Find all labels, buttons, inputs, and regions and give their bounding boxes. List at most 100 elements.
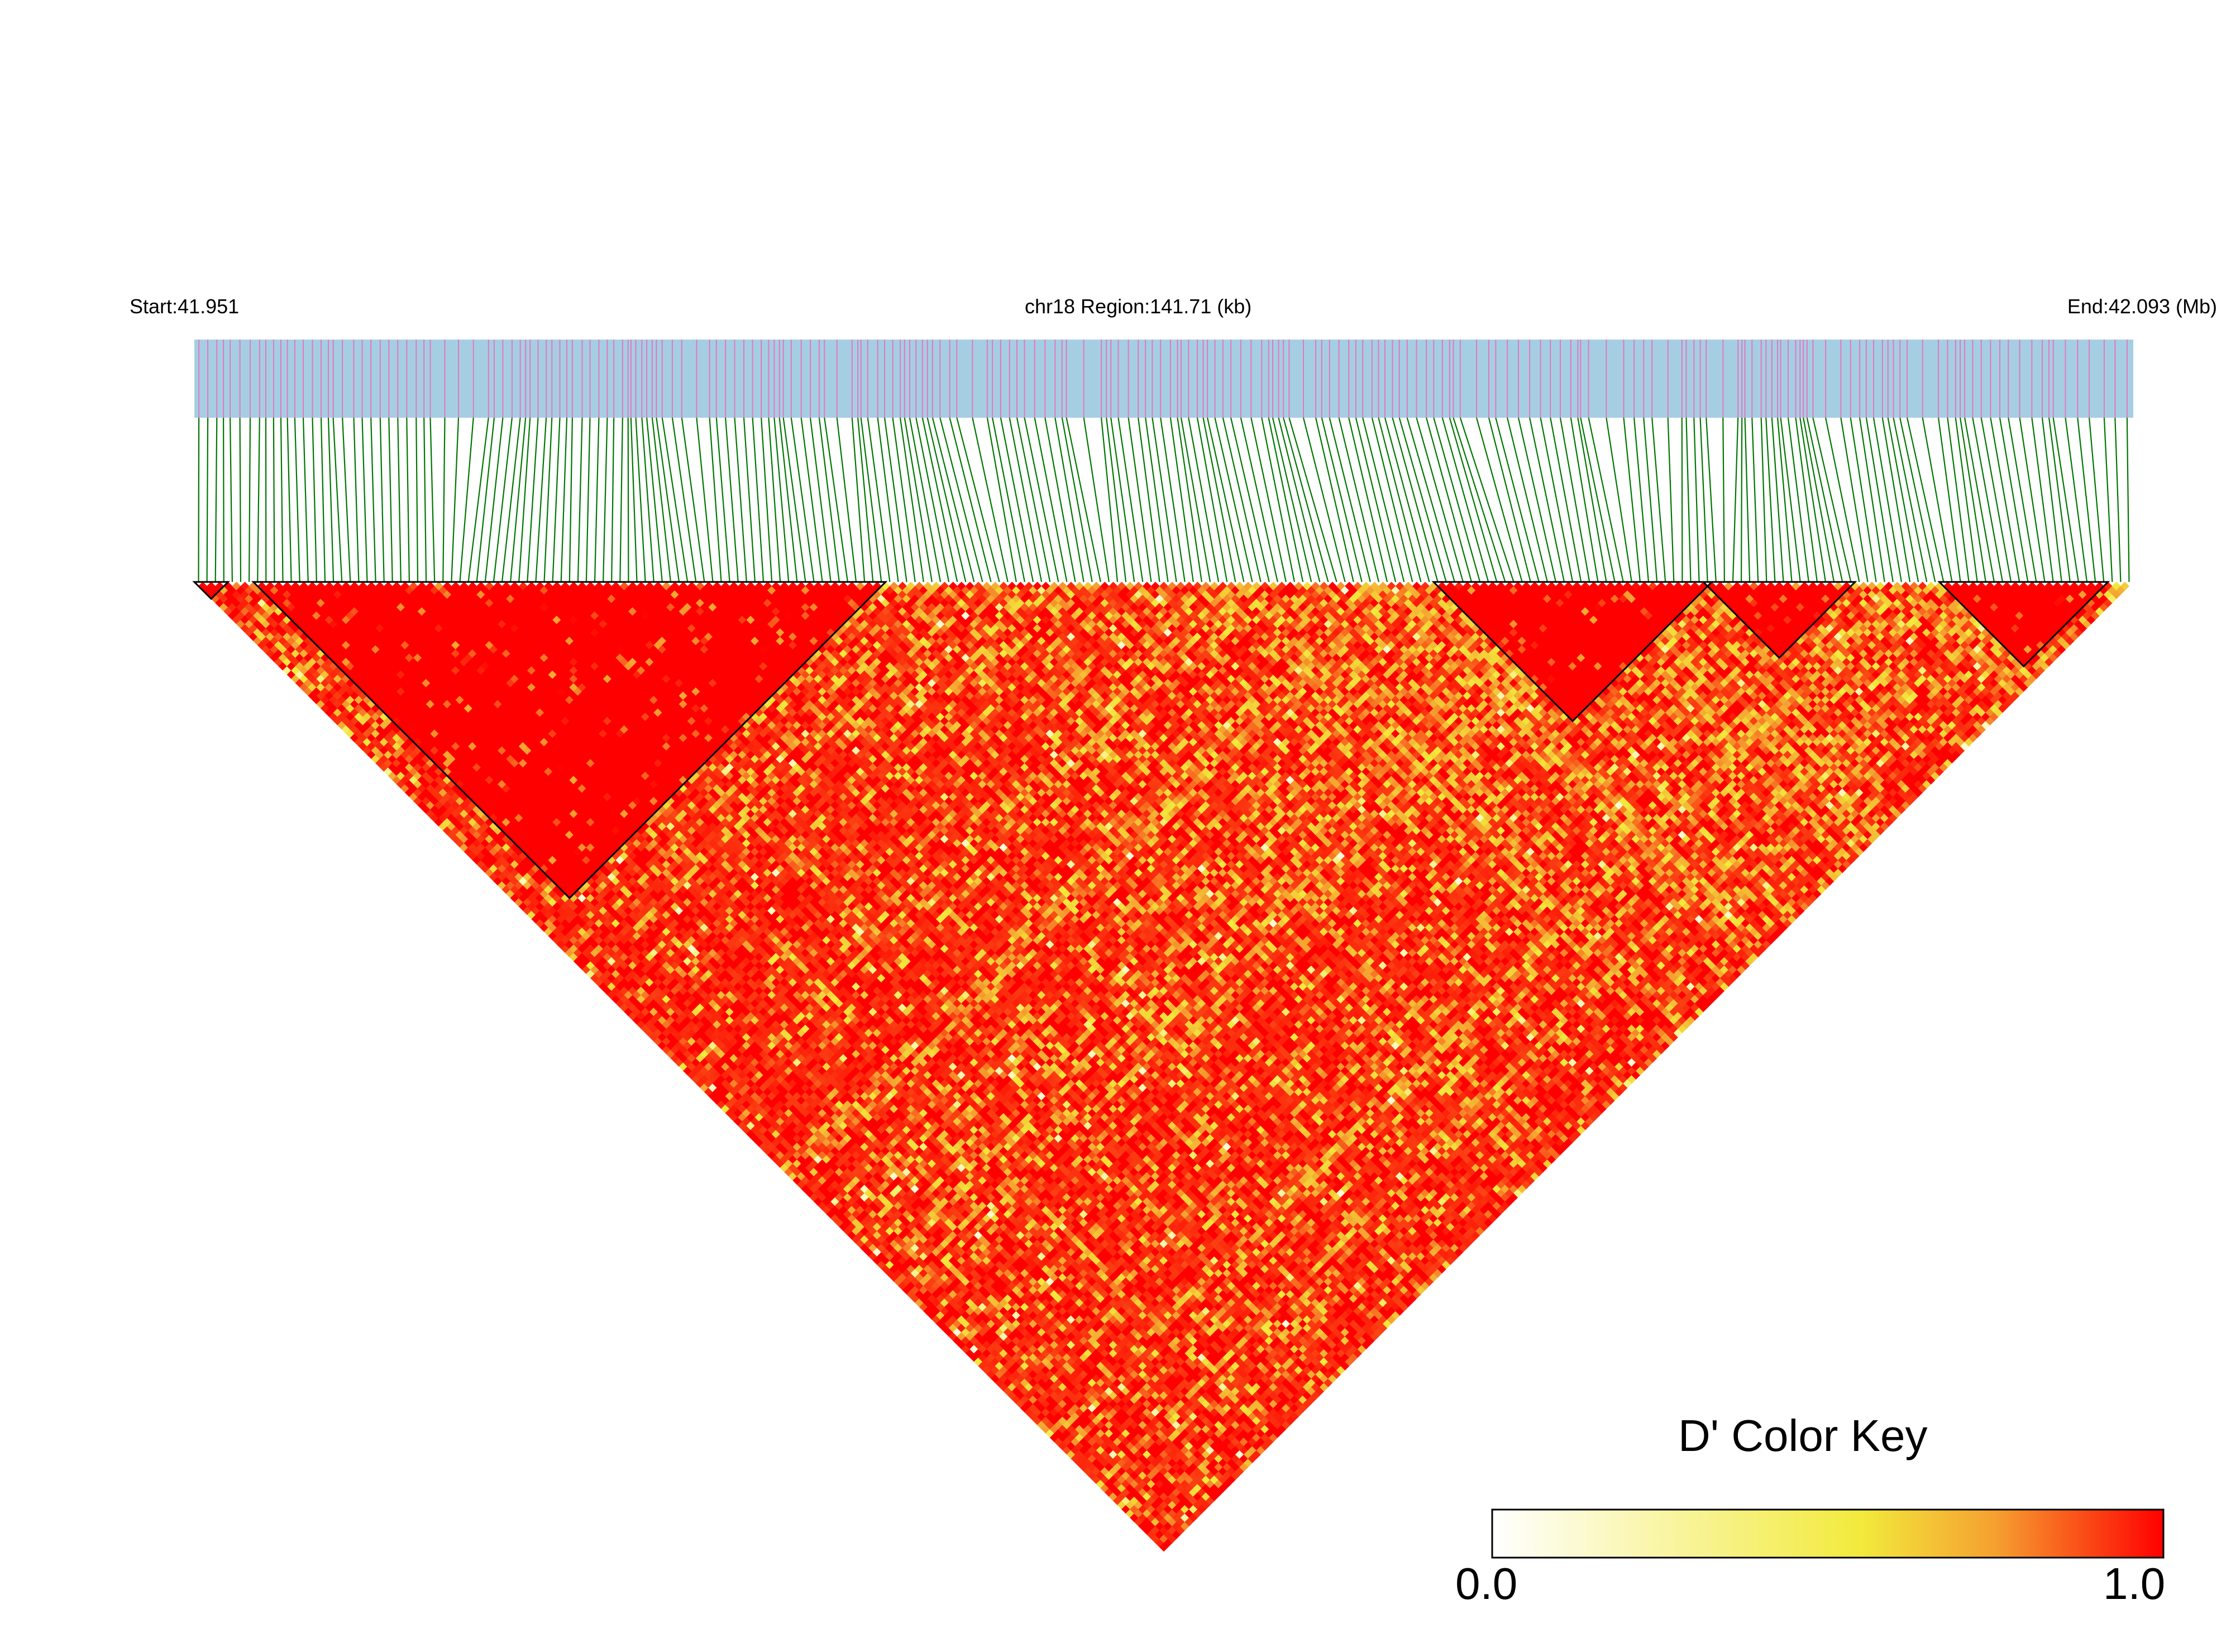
snp-connector — [1025, 418, 1059, 582]
snp-connector — [1682, 418, 1683, 582]
snp-connector — [620, 418, 623, 582]
snp-connector — [371, 418, 375, 582]
snp-connector — [1188, 418, 1219, 582]
snp-connector — [1001, 418, 1033, 582]
snp-connector — [578, 418, 582, 582]
snp-connector — [2077, 418, 2095, 582]
snp-connector — [631, 418, 637, 582]
snp-connector — [2104, 418, 2112, 582]
snp-connector — [2127, 418, 2129, 582]
snp-connector — [1303, 418, 1345, 582]
snp-connector — [1055, 418, 1083, 582]
snp-connector — [1541, 418, 1573, 582]
snp-connector — [1339, 418, 1379, 582]
snp-connector — [544, 418, 552, 582]
snp-connector — [1578, 418, 1606, 582]
snp-connector — [1231, 418, 1269, 582]
snp-connector — [1624, 418, 1640, 582]
snp-connector — [1938, 418, 1960, 582]
snp-connector — [1550, 418, 1581, 582]
snp-connector — [342, 418, 350, 582]
snp-connector — [1454, 418, 1506, 582]
snp-connector — [2089, 418, 2104, 582]
snp-connector — [1866, 418, 1893, 582]
snp-connector — [1322, 418, 1362, 582]
snp-connector — [1181, 418, 1210, 582]
snp-connector — [398, 418, 401, 582]
snp-connector — [916, 418, 949, 582]
snp-connector — [612, 418, 614, 582]
snp-connector — [362, 418, 367, 582]
snp-connector — [2053, 418, 2079, 582]
snp-connector — [628, 418, 629, 582]
snp-connector — [1700, 418, 1708, 582]
snp-connector — [416, 418, 418, 582]
snp-connector — [933, 418, 974, 582]
snp-connector — [1652, 418, 1665, 582]
snp-connector — [586, 418, 590, 582]
snp-connector — [407, 418, 409, 582]
snp-connector — [1279, 418, 1320, 582]
snp-connector — [561, 418, 567, 582]
snp-connector — [328, 418, 333, 582]
snp-connector — [303, 418, 308, 582]
snp-connector — [1956, 418, 1977, 582]
snp-connector — [710, 418, 722, 582]
snp-connector — [1530, 418, 1564, 582]
snp-connector — [313, 418, 317, 582]
snp-connector — [1067, 418, 1101, 582]
snp-connector — [837, 418, 856, 582]
snp-connector — [1363, 418, 1404, 582]
snp-connector — [494, 418, 512, 582]
snp-connector — [1981, 418, 2011, 582]
snp-connector — [1668, 418, 1674, 582]
snp-connector — [1269, 418, 1303, 582]
snp-connector — [1203, 418, 1236, 582]
snp-connector — [389, 418, 392, 582]
snp-connector — [1723, 418, 1724, 582]
snp-connector — [1965, 418, 1994, 582]
snp-connector — [1741, 418, 1742, 582]
snp-connector — [1477, 418, 1522, 582]
snp-connectors — [199, 418, 2129, 582]
snp-connector — [852, 418, 864, 582]
snp-connector — [1634, 418, 1649, 582]
snp-connector — [230, 418, 232, 582]
snp-connector — [682, 418, 705, 582]
snp-connector — [1990, 418, 2019, 582]
snp-connector — [1778, 418, 1792, 582]
snp-connector — [485, 418, 503, 582]
snp-connector — [1947, 418, 1969, 582]
snp-connector — [553, 418, 560, 582]
snp-connector — [987, 418, 1016, 582]
snp-connector — [274, 418, 275, 582]
snp-connector — [249, 418, 250, 582]
snp-connector — [1017, 418, 1050, 582]
snp-connector — [1496, 418, 1539, 582]
snp-connector — [744, 418, 755, 582]
snp-connector — [1207, 418, 1244, 582]
snp-connector — [1706, 418, 1716, 582]
snp-connector — [1223, 418, 1261, 582]
snp-connector — [354, 418, 359, 582]
snp-connector — [281, 418, 283, 582]
snp-connector — [1356, 418, 1396, 582]
snp-connector — [1687, 418, 1691, 582]
ld-cells — [199, 582, 2129, 1551]
snp-connector — [2115, 418, 2120, 582]
snp-connector — [431, 418, 435, 582]
snp-connector — [451, 418, 458, 582]
snp-connector — [1349, 418, 1387, 582]
snp-connector — [1644, 418, 1657, 582]
snp-connector — [603, 418, 607, 582]
snp-connector — [2066, 418, 2087, 582]
snp-connector — [288, 418, 292, 582]
snp-connector — [443, 418, 445, 582]
snp-connector — [910, 418, 940, 582]
snp-connector — [1874, 418, 1902, 582]
snp-connector — [321, 418, 325, 582]
snp-connector — [1330, 418, 1370, 582]
snp-connector — [1460, 418, 1514, 582]
snp-connector — [1197, 418, 1227, 582]
